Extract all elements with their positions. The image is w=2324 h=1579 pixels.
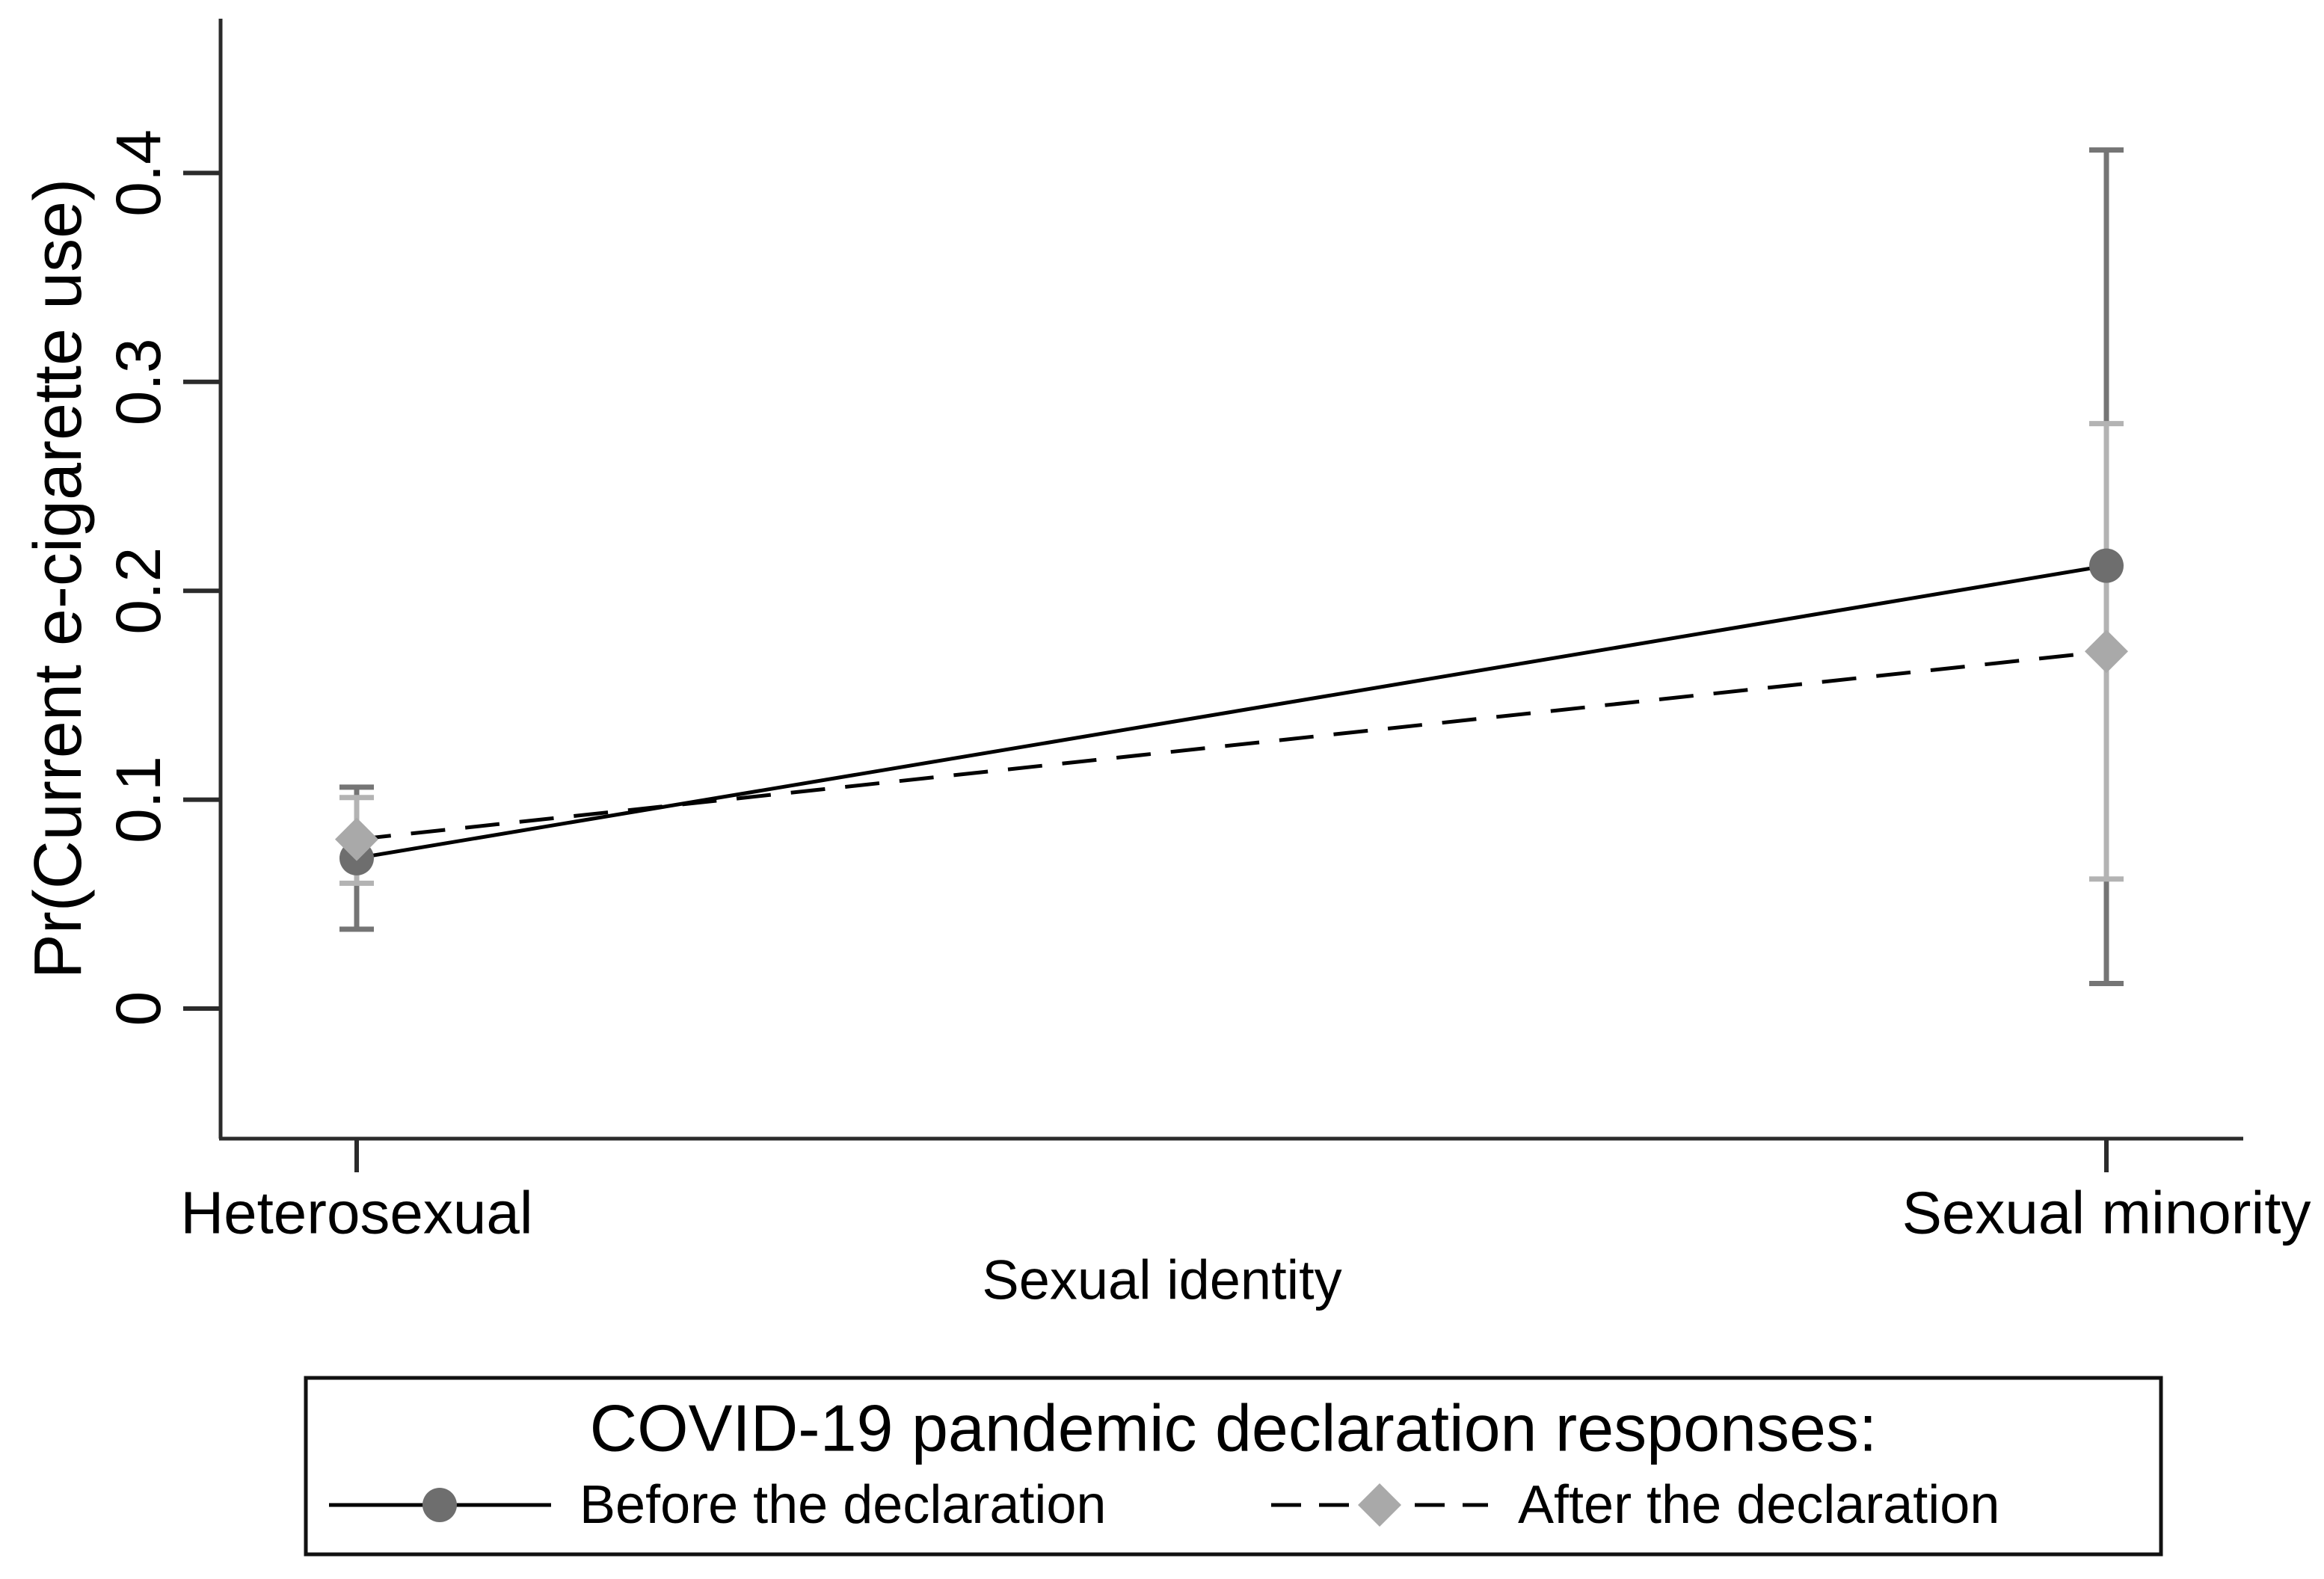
x-category-label: Heterosexual — [180, 1180, 532, 1246]
legend-before-marker — [422, 1488, 457, 1522]
legend-after-marker — [1358, 1483, 1401, 1527]
legend-before-label: Before the declaration — [580, 1475, 1106, 1535]
legend-box — [304, 1376, 2163, 1557]
legend-title: COVID-19 pandemic declaration responses: — [590, 1391, 1878, 1465]
y-tick-label: 0.2 — [103, 547, 173, 635]
marker-circle-c1 — [2089, 548, 2124, 583]
y-tick-label: 0.4 — [103, 129, 173, 217]
series-line-before — [356, 564, 2107, 861]
marker-diamond-c0 — [335, 817, 378, 861]
x-axis-title: Sexual identity — [982, 1249, 1341, 1311]
series-line-after — [356, 649, 2107, 842]
legend-after-label: After the declaration — [1518, 1475, 1999, 1535]
y-axis-title: Pr(Current e-cigarette use) — [21, 179, 96, 979]
y-tick-label: 0.3 — [103, 338, 173, 425]
x-category-label: Sexual minority — [1902, 1180, 2311, 1246]
marker-diamond-c1 — [2085, 630, 2128, 674]
y-tick-label: 0.1 — [103, 756, 173, 843]
y-tick-label: 0 — [103, 991, 173, 1026]
